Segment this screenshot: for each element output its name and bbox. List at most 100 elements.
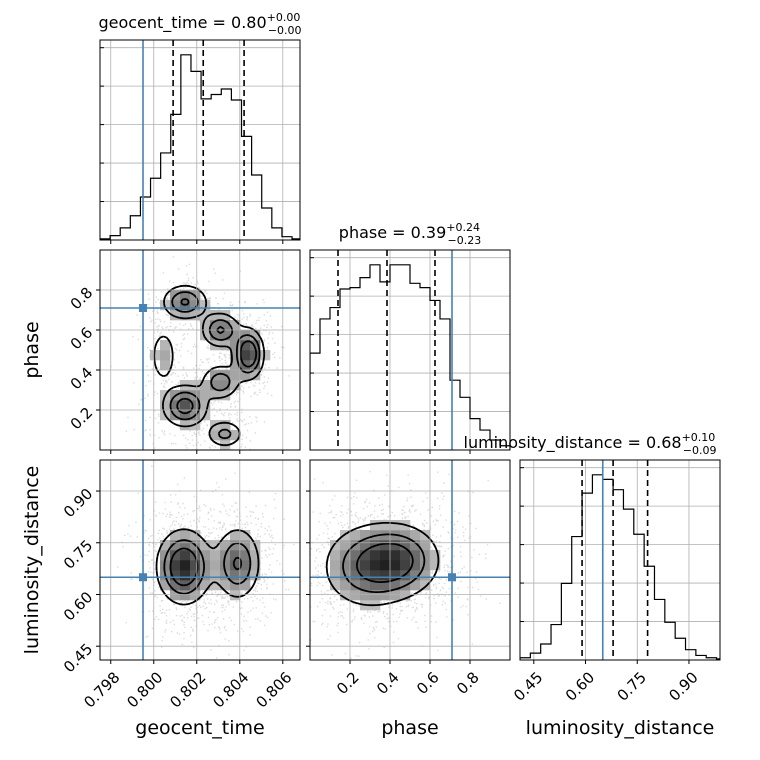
density-cell — [210, 330, 221, 341]
y-tick-label: 0.2 — [67, 404, 97, 434]
density-cell — [170, 300, 181, 311]
density-cell — [340, 540, 351, 551]
density-cell — [170, 560, 181, 571]
density-cell — [230, 550, 241, 561]
x-axis-label-phase: phase — [381, 717, 438, 739]
density-cell — [240, 370, 251, 381]
x-tick-label: 0.90 — [665, 668, 701, 704]
density-cell — [200, 320, 211, 331]
density-cell — [410, 530, 421, 541]
density-cell — [230, 370, 241, 381]
scatter-clip — [110, 256, 290, 450]
density-cell — [220, 560, 231, 571]
density-cell — [230, 340, 241, 351]
density-cell — [200, 400, 211, 411]
x-tick-label: 0.804 — [209, 668, 252, 711]
histogram-steps — [100, 54, 300, 240]
density-cell — [160, 340, 171, 351]
density-cell — [230, 320, 241, 331]
density-cell — [360, 560, 371, 571]
density-cell — [250, 370, 261, 381]
density-cell — [200, 560, 211, 571]
density-cell — [170, 310, 181, 321]
density-cell — [210, 570, 221, 581]
density-cell — [160, 350, 171, 361]
density-cell — [400, 560, 411, 571]
scatter-panel-phase-luminosity_distance — [306, 459, 511, 664]
density-cell — [230, 330, 241, 341]
density-cell — [250, 340, 261, 351]
density-cell — [190, 530, 201, 541]
density-cell — [180, 410, 191, 421]
density-cell — [350, 580, 361, 591]
y-tick-label: 0.8 — [67, 284, 97, 314]
density-cell — [180, 570, 191, 581]
panel-frame — [309, 249, 511, 451]
density-cell — [180, 540, 191, 551]
density-cell — [250, 350, 261, 361]
density-cell — [230, 530, 241, 541]
density-cell — [240, 540, 251, 551]
x-tick-label: 0.60 — [562, 668, 598, 704]
density-cell — [160, 550, 171, 561]
density-cell — [180, 400, 191, 411]
contour-line — [176, 298, 258, 415]
x-tick-label: 0.2 — [333, 668, 363, 698]
density-cell — [220, 380, 231, 391]
density-cell — [370, 550, 381, 561]
density-cell — [360, 530, 371, 541]
density-cell — [380, 570, 391, 581]
scatter-clip — [310, 471, 501, 659]
density-cell — [360, 540, 371, 551]
x-tick-label: 0.8 — [453, 668, 483, 698]
histogram-clip — [520, 474, 720, 660]
density-cell — [380, 590, 391, 601]
density-cell — [210, 430, 221, 441]
panel-frame — [99, 39, 301, 241]
density-cell — [180, 420, 191, 431]
density-cell — [190, 590, 201, 601]
y-tick-label: 0.90 — [60, 485, 96, 521]
density-cell — [390, 550, 401, 561]
density-cell — [180, 290, 191, 301]
x-tick-label: 0.6 — [413, 668, 443, 698]
density-cell — [220, 340, 231, 351]
density-cell — [180, 530, 191, 541]
panel-frame — [309, 459, 511, 661]
density-cell — [240, 560, 251, 571]
x-tick-label: 0.802 — [166, 668, 209, 711]
density-cell — [190, 310, 201, 321]
density-cell — [380, 540, 391, 551]
density-cell — [230, 590, 241, 601]
density-cell — [250, 550, 261, 561]
density-cell — [390, 590, 401, 601]
density-cell — [330, 560, 341, 571]
density-cell — [330, 540, 341, 551]
density-cell — [230, 360, 241, 371]
contour-line — [169, 291, 261, 440]
y-axis-label-luminosity_distance: luminosity_distance — [21, 466, 43, 655]
density-cell — [370, 580, 381, 591]
y-tick-label: 0.45 — [60, 640, 96, 676]
contour-line — [356, 542, 414, 583]
density-cell — [350, 530, 361, 541]
density-cell — [420, 560, 431, 571]
density-cell — [160, 400, 171, 411]
density-cell — [220, 320, 231, 331]
density-cell — [230, 380, 241, 391]
panel-frame — [99, 249, 301, 451]
density-cell — [180, 390, 191, 401]
x-tick-label: 0.4 — [373, 668, 403, 698]
panel-title-geocent_time: geocent_time = 0.80+0.00 −0.00 — [98, 11, 301, 37]
density-cell — [240, 530, 251, 541]
density-cell — [250, 570, 261, 581]
histogram-clip — [100, 54, 300, 240]
density-cell — [430, 550, 441, 561]
density-cell — [170, 400, 181, 411]
density-cell — [210, 320, 221, 331]
density-cell — [200, 580, 211, 591]
density-cell — [400, 550, 411, 561]
density-cell — [390, 570, 401, 581]
density-cell — [360, 550, 371, 561]
density-cell — [210, 310, 221, 321]
